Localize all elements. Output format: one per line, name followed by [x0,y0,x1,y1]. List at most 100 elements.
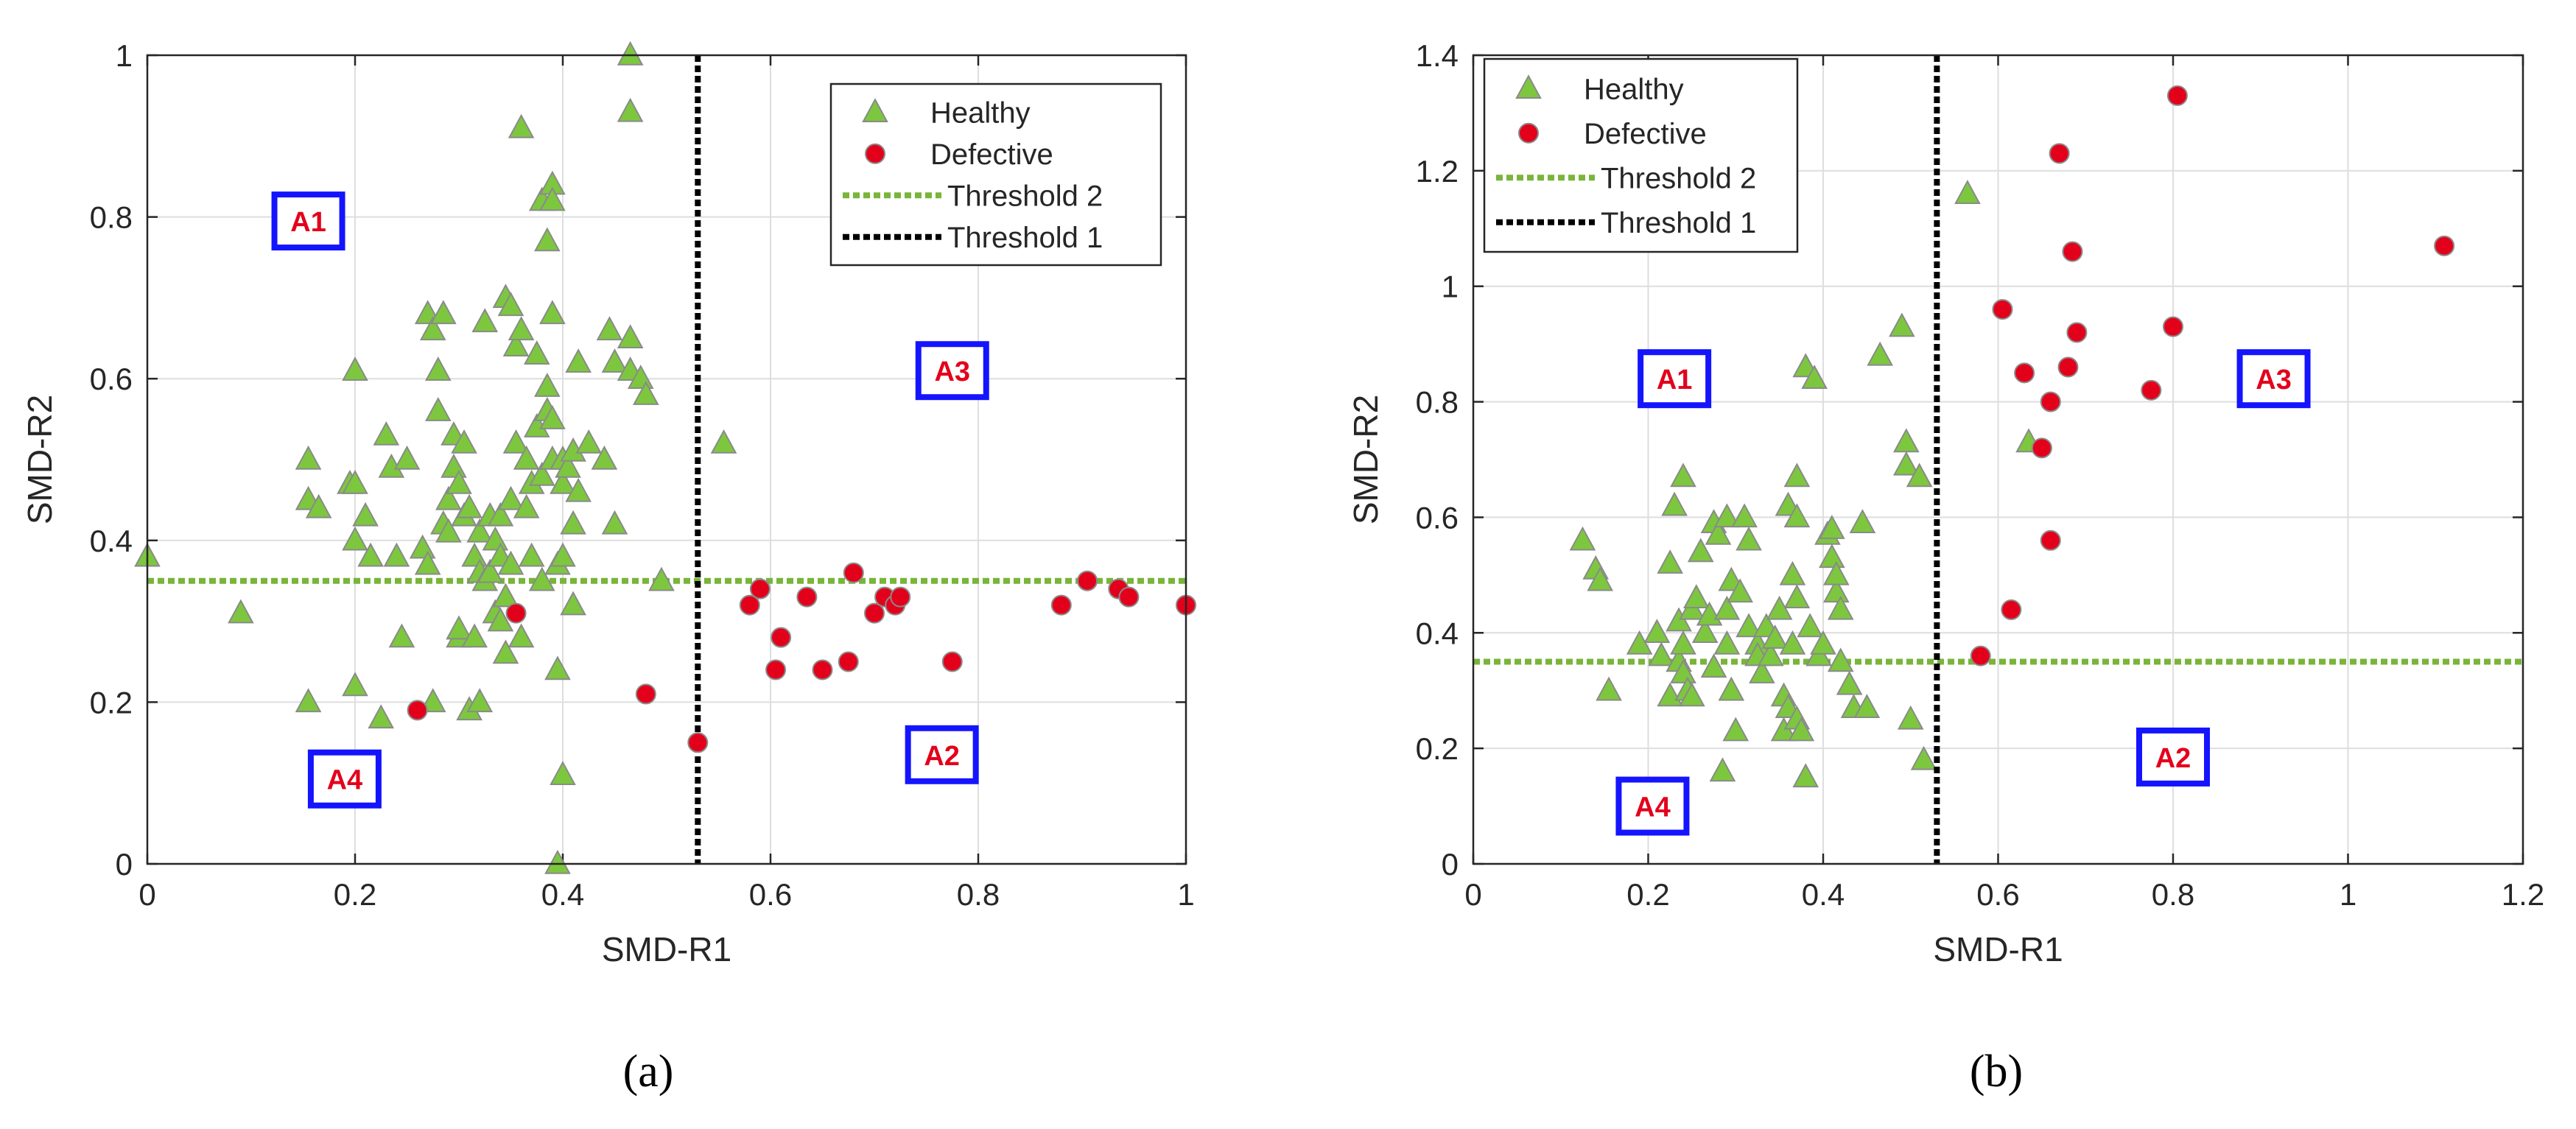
defective-point [2031,437,2052,459]
healthy-point [1661,491,1688,516]
healthy-point [477,558,504,583]
healthy-point [373,421,400,446]
healthy-point [1788,717,1815,742]
healthy-point [1849,509,1876,534]
healthy-point [228,599,254,624]
defective-point [2166,85,2188,106]
healthy-point [508,316,535,341]
healthy-point [1910,745,1937,770]
healthy-point [1867,341,1894,366]
healthy-point [1713,630,1741,655]
region-box [905,725,979,784]
healthy-point [565,477,592,502]
healthy-point [555,453,581,478]
healthy-point [1822,560,1850,585]
healthy-point [388,623,415,648]
healthy-point [414,550,441,575]
region-a4: A4 [1615,776,1690,836]
defective-point [771,627,792,648]
y-tick-label: 0.4 [90,524,133,558]
healthy-point [550,542,576,567]
x-axis-label: SMD-R1 [1933,930,2063,968]
defective-point [2163,316,2183,337]
x-tick-label: 1.2 [2502,877,2544,912]
healthy-point [461,623,488,648]
defective-point [1118,586,1140,608]
region-a4: A4 [307,749,382,809]
healthy-point [1705,520,1732,545]
region-a3: A3 [2236,349,2311,409]
region-a2: A2 [905,725,979,784]
healthy-point [1889,312,1915,337]
y-tick-label: 0.6 [90,362,133,396]
defective-point [2001,599,2022,620]
healthy-point [1783,503,1811,528]
healthy-point [1736,526,1762,551]
panel-label-a: (a) [623,1047,674,1097]
healthy-point [1827,647,1854,672]
x-tick-label: 0.4 [1802,877,1845,912]
healthy-point [601,348,628,373]
healthy-point [487,502,514,527]
legend-label: Threshold 2 [1601,162,1756,194]
healthy-point [596,316,623,341]
healthy-point [534,373,561,397]
region-box [307,749,382,809]
healthy-point [1682,584,1710,608]
y-tick-label: 1 [1442,270,1459,304]
healthy-point [550,469,576,494]
healthy-point [435,518,462,543]
healthy-point [1670,659,1696,683]
x-axis-label: SMD-R1 [602,930,731,968]
region-box [2236,349,2311,409]
panel-label-b: (b) [1970,1047,2023,1097]
healthy-point [352,502,379,527]
healthy-point [508,623,535,648]
healthy-point [456,493,482,518]
legend-label: Healthy [930,96,1031,129]
healthy-point [393,445,421,470]
region-label: A1 [1657,365,1693,395]
x-tick-label: 0.8 [957,877,1000,912]
y-tick-label: 0.6 [1416,500,1459,535]
defective-point [2066,322,2088,343]
healthy-point [424,397,452,421]
healthy-point [565,348,592,373]
healthy-point [539,405,566,429]
healthy-point [1897,705,1924,730]
healthy-point [1718,676,1745,701]
defective-point [941,651,963,672]
healthy-point [383,542,410,567]
healthy-point [430,300,457,325]
defective-point [2040,530,2061,551]
healthy-point [1827,595,1854,620]
healthy-point [508,113,535,138]
defective-point [407,700,428,721]
healthy-point [1670,630,1696,655]
legend-defective-marker [865,143,885,164]
y-tick-label: 0.2 [1416,731,1459,766]
healthy-point [1643,619,1671,644]
defective-point [1992,299,2013,320]
region-a2: A2 [2136,727,2210,787]
y-tick-label: 0.4 [1416,616,1459,650]
healthy-point [513,493,540,518]
defective-point [2434,235,2455,256]
healthy-point [342,356,368,381]
legend-label: Defective [1584,118,1707,150]
healthy-point [1822,578,1850,603]
healthy-point [518,542,545,567]
healthy-point [1779,560,1806,585]
healthy-point [1819,515,1845,539]
region-label: A2 [924,741,960,772]
defective-point [765,659,787,680]
healthy-point [513,445,540,470]
healthy-point [617,324,644,349]
healthy-point [1679,682,1705,707]
region-a1: A1 [271,191,345,251]
healthy-point [1736,613,1762,638]
healthy-point [487,607,514,632]
healthy-series [1569,180,2042,788]
legend-healthy-marker [862,98,888,122]
healthy-point [1670,462,1696,488]
